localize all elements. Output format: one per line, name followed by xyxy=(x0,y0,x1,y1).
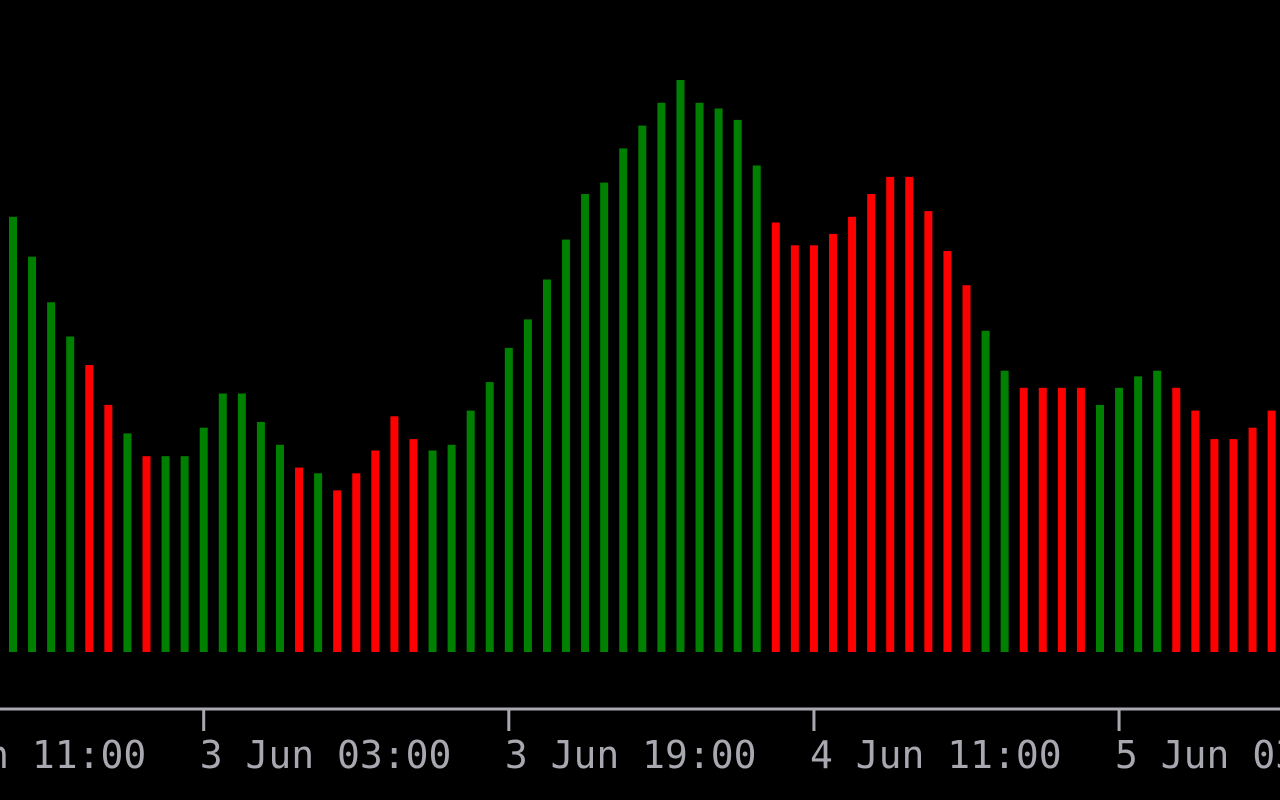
x-axis-labels: 1 Jun 11:00 3 Jun 03:00 3 Jun 19:00 4 Jun 1… xyxy=(0,733,1280,777)
histogram-bar xyxy=(905,176,914,652)
histogram-bar xyxy=(1057,387,1066,652)
histogram-bar xyxy=(447,444,456,652)
histogram-bar xyxy=(333,490,342,652)
histogram-bar xyxy=(1267,410,1276,652)
histogram-bar xyxy=(1210,439,1219,652)
histogram-bar xyxy=(790,245,799,653)
histogram-bar xyxy=(485,382,494,652)
histogram-bar xyxy=(1229,439,1238,652)
histogram-bar xyxy=(1134,376,1143,652)
histogram-bar xyxy=(161,456,170,652)
histogram-bar xyxy=(867,194,876,652)
histogram-bar xyxy=(1038,387,1047,652)
histogram-bar xyxy=(809,245,818,653)
histogram-bar xyxy=(371,450,380,652)
histogram-bar xyxy=(428,450,437,652)
histogram-bar xyxy=(390,416,399,652)
histogram-bar xyxy=(1191,410,1200,652)
x-axis-tick-label: 1 Jun 11:00 xyxy=(0,733,146,777)
histogram-bar xyxy=(256,422,265,652)
histogram-bar xyxy=(314,473,323,652)
histogram-bar xyxy=(981,330,990,652)
x-axis-tick-label: 3 Jun 03:00 xyxy=(200,733,452,777)
histogram-bar xyxy=(9,216,17,653)
histogram-bar xyxy=(1000,370,1009,652)
histogram-bar xyxy=(47,302,56,652)
histogram-bar xyxy=(829,233,838,652)
histogram-bar xyxy=(523,319,532,652)
histogram-bar xyxy=(924,211,933,652)
histogram-bar xyxy=(638,125,647,653)
histogram-bar xyxy=(676,80,685,652)
histogram-bar xyxy=(275,444,284,652)
histogram-bar xyxy=(1019,387,1028,652)
histogram-bar xyxy=(1115,387,1124,652)
histogram-bar xyxy=(85,365,94,652)
x-axis-ticks xyxy=(202,709,1121,731)
histogram-bar xyxy=(1172,387,1181,652)
x-axis-tick-label: 3 Jun 19:00 xyxy=(505,733,757,777)
histogram-bar xyxy=(1248,427,1257,652)
x-axis-tick-label: 5 Jun 03:00 xyxy=(1115,733,1280,777)
histogram-bar xyxy=(504,347,513,652)
bars-group xyxy=(9,80,1276,653)
histogram-bar xyxy=(962,285,971,652)
histogram-bar xyxy=(714,108,723,652)
histogram-bar xyxy=(1076,387,1085,652)
histogram-bar xyxy=(562,239,571,652)
histogram-bar xyxy=(733,119,742,652)
histogram-bar xyxy=(752,165,761,652)
histogram-bar xyxy=(123,433,132,652)
histogram-bar xyxy=(581,194,590,652)
histogram-bar xyxy=(1095,404,1104,652)
histogram-bar xyxy=(619,148,628,652)
histogram-bar xyxy=(695,102,704,653)
histogram-bar xyxy=(943,251,952,652)
histogram-bar xyxy=(466,410,475,652)
histogram-bar xyxy=(199,427,208,652)
histogram-bar xyxy=(237,393,246,652)
histogram-bar xyxy=(28,256,37,652)
histogram-bar xyxy=(542,279,551,652)
histogram-bar xyxy=(104,404,113,652)
histogram-bar xyxy=(180,456,189,652)
histogram-bar xyxy=(600,182,609,652)
histogram-bar xyxy=(409,439,418,652)
histogram-bar xyxy=(218,393,227,652)
histogram-bar xyxy=(657,102,666,653)
histogram-bar xyxy=(66,336,75,652)
x-axis-tick-label: 4 Jun 11:00 xyxy=(810,733,1062,777)
histogram-bar xyxy=(848,216,857,653)
histogram-bar xyxy=(886,176,895,652)
histogram-bar xyxy=(352,473,361,652)
histogram-bar xyxy=(295,467,304,652)
histogram-bar xyxy=(771,222,780,652)
histogram-bar xyxy=(1153,370,1162,652)
histogram-bar xyxy=(142,456,151,652)
